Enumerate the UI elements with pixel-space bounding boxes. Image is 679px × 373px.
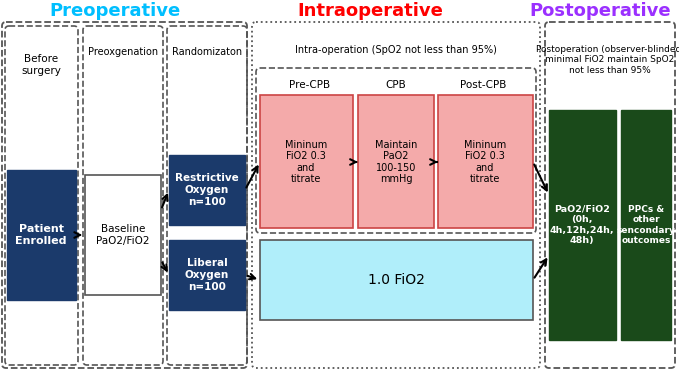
Text: PPCs &
other
sencondary
outcomes: PPCs & other sencondary outcomes (617, 205, 676, 245)
Text: Intra-operation (SpO2 not less than 95%): Intra-operation (SpO2 not less than 95%) (295, 45, 497, 55)
Text: PaO2/FiO2
(0h,
4h,12h,24h,
48h): PaO2/FiO2 (0h, 4h,12h,24h, 48h) (550, 205, 614, 245)
FancyBboxPatch shape (260, 95, 353, 228)
Text: Mininum
FiO2 0.3
and
titrate: Mininum FiO2 0.3 and titrate (464, 140, 506, 184)
FancyBboxPatch shape (169, 155, 245, 225)
FancyBboxPatch shape (169, 240, 245, 310)
FancyBboxPatch shape (7, 170, 76, 300)
Text: Postoperative: Postoperative (529, 2, 671, 20)
Text: Post-CPB: Post-CPB (460, 80, 506, 90)
FancyBboxPatch shape (438, 95, 533, 228)
Text: Preoperative: Preoperative (50, 2, 181, 20)
Text: Restrictive
Oxygen
n=100: Restrictive Oxygen n=100 (175, 173, 239, 207)
Text: Randomizaton: Randomizaton (172, 47, 242, 57)
Text: Postoperation (observer-blinded)
minimal FiO2 maintain SpO2
not less than 95%: Postoperation (observer-blinded) minimal… (536, 45, 679, 75)
Text: 1.0 FiO2: 1.0 FiO2 (367, 273, 424, 287)
Text: Preoxgenation: Preoxgenation (88, 47, 158, 57)
Text: Maintain
PaO2
100-150
mmHg: Maintain PaO2 100-150 mmHg (375, 140, 417, 184)
Text: Patient
Enrolled: Patient Enrolled (15, 224, 67, 246)
FancyBboxPatch shape (549, 110, 616, 340)
FancyBboxPatch shape (358, 95, 434, 228)
Text: Intraoperative: Intraoperative (297, 2, 443, 20)
FancyBboxPatch shape (260, 240, 533, 320)
Text: CPB: CPB (386, 80, 406, 90)
FancyBboxPatch shape (85, 175, 161, 295)
FancyBboxPatch shape (621, 110, 671, 340)
Text: Baseline
PaO2/FiO2: Baseline PaO2/FiO2 (96, 224, 150, 246)
Text: Liberal
Oxygen
n=100: Liberal Oxygen n=100 (185, 258, 229, 292)
Text: Before
surgery: Before surgery (21, 54, 61, 76)
Text: Pre-CPB: Pre-CPB (289, 80, 331, 90)
Text: Mininum
FiO2 0.3
and
titrate: Mininum FiO2 0.3 and titrate (285, 140, 327, 184)
